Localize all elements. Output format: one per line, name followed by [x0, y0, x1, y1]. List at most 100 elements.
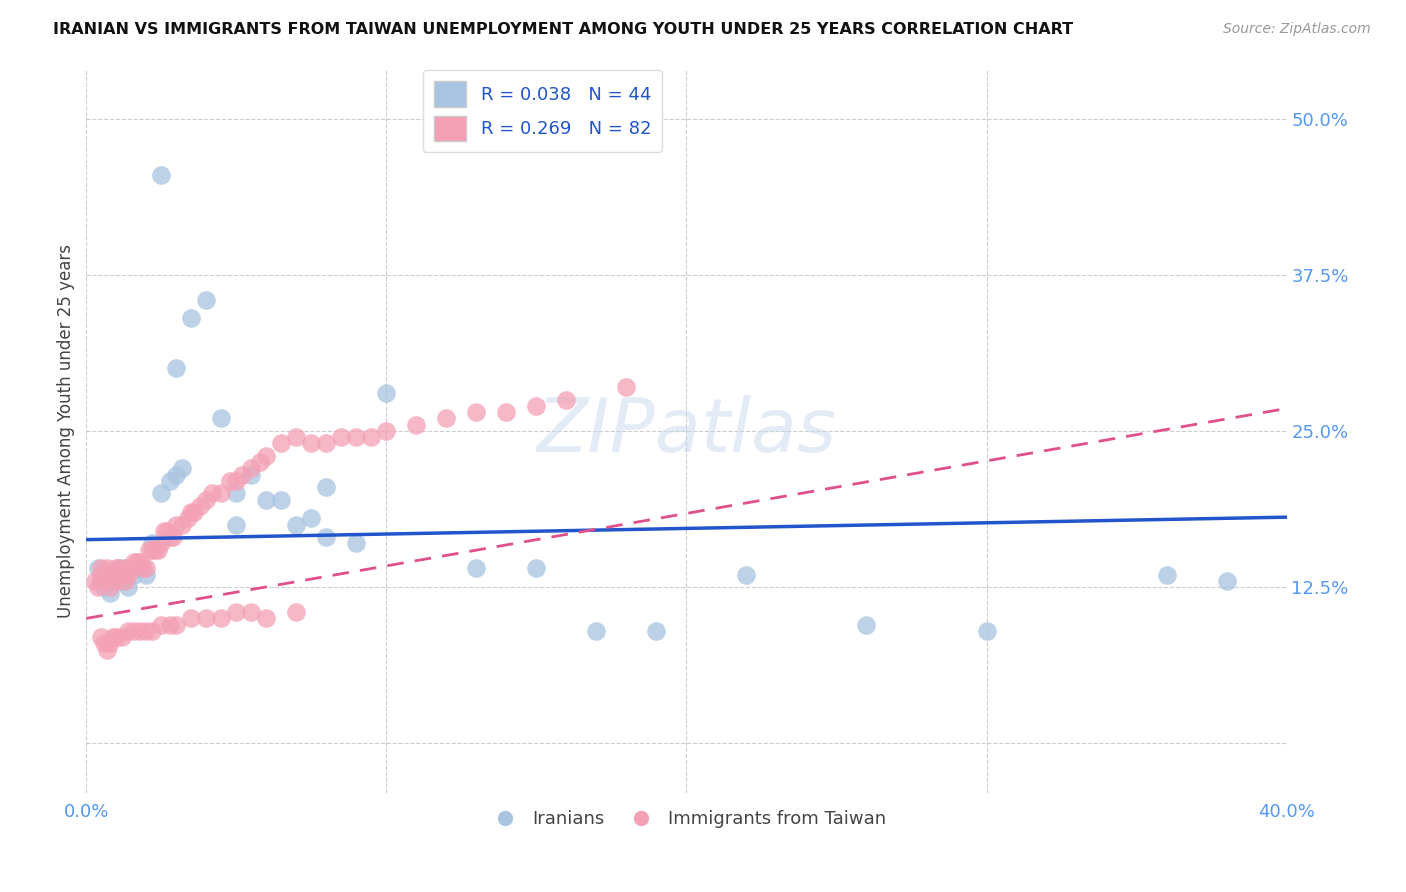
Text: ZIPatlas: ZIPatlas: [536, 395, 837, 467]
Point: [105, 567, 128, 582]
Point: [434, 411, 457, 425]
Point: [156, 524, 179, 538]
Point: [129, 555, 152, 569]
Point: [93, 574, 115, 588]
Point: [165, 467, 187, 482]
Point: [120, 561, 142, 575]
Point: [111, 630, 134, 644]
Point: [616, 380, 638, 394]
Point: [240, 461, 263, 475]
Point: [465, 561, 488, 575]
Point: [98, 580, 121, 594]
Point: [201, 486, 224, 500]
Point: [105, 630, 128, 644]
Point: [141, 536, 163, 550]
Legend: Iranians, Immigrants from Taiwan: Iranians, Immigrants from Taiwan: [479, 803, 893, 835]
Point: [96, 642, 118, 657]
Point: [172, 461, 194, 475]
Point: [240, 467, 263, 482]
Point: [188, 499, 211, 513]
Point: [98, 636, 121, 650]
Point: [141, 542, 163, 557]
Point: [162, 530, 184, 544]
Point: [96, 561, 118, 575]
Point: [495, 405, 517, 419]
Point: [124, 555, 146, 569]
Point: [159, 617, 181, 632]
Point: [114, 561, 136, 575]
Point: [254, 449, 277, 463]
Point: [180, 311, 202, 326]
Point: [135, 567, 157, 582]
Point: [299, 436, 322, 450]
Point: [1215, 574, 1237, 588]
Point: [90, 561, 112, 575]
Point: [87, 561, 110, 575]
Y-axis label: Unemployment Among Youth under 25 years: Unemployment Among Youth under 25 years: [58, 244, 75, 618]
Point: [105, 574, 128, 588]
Point: [526, 561, 548, 575]
Point: [855, 617, 877, 632]
Point: [135, 561, 157, 575]
Point: [225, 486, 247, 500]
Point: [270, 492, 292, 507]
Point: [285, 517, 308, 532]
Point: [103, 630, 125, 644]
Point: [254, 492, 277, 507]
Point: [180, 611, 202, 625]
Point: [111, 574, 134, 588]
Point: [93, 636, 115, 650]
Point: [117, 580, 139, 594]
Point: [105, 561, 128, 575]
Point: [153, 524, 176, 538]
Point: [143, 542, 166, 557]
Point: [84, 574, 107, 588]
Point: [165, 361, 187, 376]
Point: [87, 580, 110, 594]
Point: [90, 574, 112, 588]
Point: [344, 536, 367, 550]
Point: [159, 530, 181, 544]
Point: [93, 580, 115, 594]
Point: [180, 505, 202, 519]
Point: [209, 486, 232, 500]
Point: [299, 511, 322, 525]
Point: [209, 611, 232, 625]
Point: [330, 430, 353, 444]
Point: [225, 474, 247, 488]
Point: [148, 542, 170, 557]
Point: [976, 624, 998, 638]
Point: [225, 605, 247, 619]
Point: [150, 536, 173, 550]
Point: [225, 517, 247, 532]
Point: [108, 561, 131, 575]
Point: [141, 624, 163, 638]
Point: [129, 624, 152, 638]
Point: [1156, 567, 1178, 582]
Point: [124, 567, 146, 582]
Point: [124, 624, 146, 638]
Point: [103, 567, 125, 582]
Point: [129, 561, 152, 575]
Point: [645, 624, 668, 638]
Point: [249, 455, 271, 469]
Point: [270, 436, 292, 450]
Point: [315, 436, 337, 450]
Point: [344, 430, 367, 444]
Text: Source: ZipAtlas.com: Source: ZipAtlas.com: [1223, 22, 1371, 37]
Point: [375, 386, 398, 401]
Point: [165, 517, 187, 532]
Point: [585, 624, 607, 638]
Point: [117, 567, 139, 582]
Point: [165, 617, 187, 632]
Point: [285, 430, 308, 444]
Point: [90, 630, 112, 644]
Point: [90, 567, 112, 582]
Point: [285, 605, 308, 619]
Point: [231, 467, 253, 482]
Point: [127, 555, 149, 569]
Point: [114, 561, 136, 575]
Point: [526, 399, 548, 413]
Point: [172, 517, 194, 532]
Point: [183, 505, 205, 519]
